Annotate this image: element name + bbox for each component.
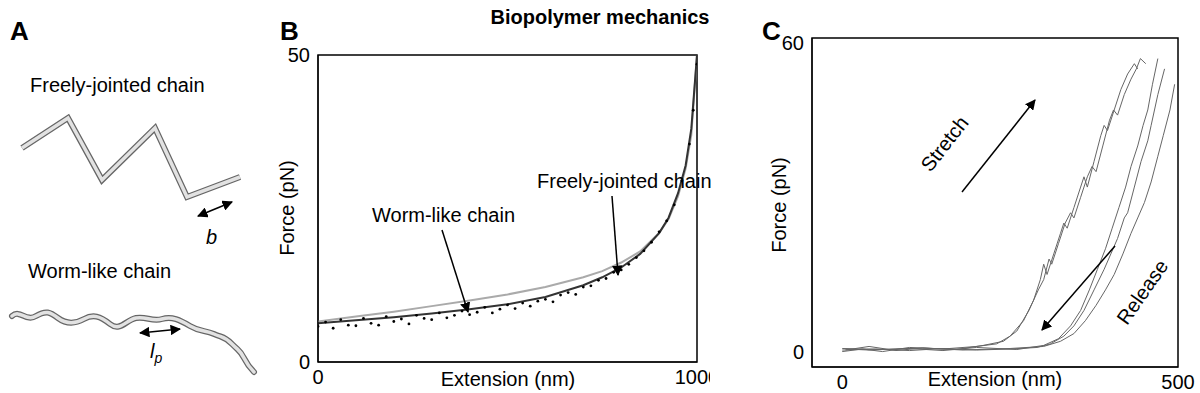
svg-text:50: 50 (288, 44, 310, 66)
svg-text:0: 0 (312, 366, 323, 388)
svg-text:A: A (10, 16, 29, 46)
svg-text:Biopolymer mechanics: Biopolymer mechanics (491, 6, 710, 28)
svg-text:Worm-like chain: Worm-like chain (28, 260, 171, 282)
svg-text:1000: 1000 (675, 366, 710, 388)
svg-text:0: 0 (837, 371, 848, 393)
svg-text:Worm-like chain: Worm-like chain (372, 204, 515, 226)
svg-text:Extension (nm): Extension (nm) (928, 368, 1063, 390)
svg-text:lp: lp (150, 340, 162, 366)
svg-text:b: b (206, 226, 217, 248)
svg-text:Freely-jointed chain: Freely-jointed chain (30, 74, 205, 96)
svg-text:Stretch: Stretch (916, 112, 972, 175)
svg-text:Extension (nm): Extension (nm) (441, 368, 576, 390)
svg-text:0: 0 (299, 351, 310, 373)
svg-text:C: C (762, 16, 781, 46)
svg-text:60: 60 (782, 32, 804, 54)
svg-text:500: 500 (1161, 371, 1192, 393)
svg-text:Force (pN): Force (pN) (768, 157, 790, 253)
svg-text:Release: Release (1112, 256, 1172, 329)
svg-text:0: 0 (793, 341, 804, 363)
svg-text:Freely-jointed chain: Freely-jointed chain (537, 170, 712, 192)
svg-text:B: B (280, 16, 299, 46)
svg-text:Force (pN): Force (pN) (276, 160, 298, 256)
